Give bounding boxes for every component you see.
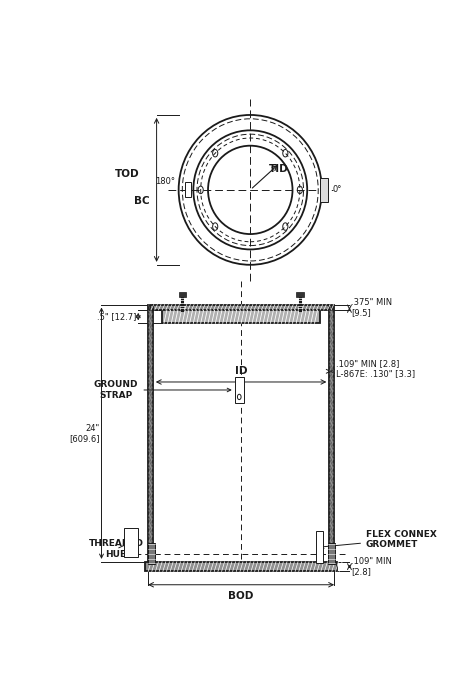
Bar [145,562,337,572]
Text: GROUND
STRAP: GROUND STRAP [94,380,231,400]
Bar [185,182,191,198]
Bar [316,532,323,563]
Text: 180°: 180° [155,177,175,186]
Text: .5" [12.7]: .5" [12.7] [97,312,137,321]
Text: ID: ID [235,366,247,376]
Bar [296,292,303,297]
Text: THREADED
HUB: THREADED HUB [89,539,144,559]
Bar [162,310,320,323]
Bar [320,178,328,202]
Bar [148,305,153,562]
Bar [124,527,138,557]
Text: .109" MIN
[2.8]: .109" MIN [2.8] [351,557,392,577]
Bar [235,377,244,403]
Text: TOD: TOD [115,169,139,179]
Bar [328,543,335,565]
Text: 0°: 0° [333,186,342,194]
Text: BOD: BOD [228,591,254,601]
Text: 24"
[609.6]: 24" [609.6] [69,423,100,443]
Text: BC: BC [134,195,150,206]
Bar [179,292,186,297]
Bar [148,543,155,565]
Bar [329,305,334,562]
Text: TID: TID [269,164,288,173]
Bar [150,305,332,310]
Text: .375" MIN
[9.5]: .375" MIN [9.5] [351,297,392,317]
Text: .109" MIN [2.8]
L-867E: .130" [3.3]: .109" MIN [2.8] L-867E: .130" [3.3] [336,359,415,378]
Text: FLEX CONNEX
GROMMET: FLEX CONNEX GROMMET [320,529,437,549]
